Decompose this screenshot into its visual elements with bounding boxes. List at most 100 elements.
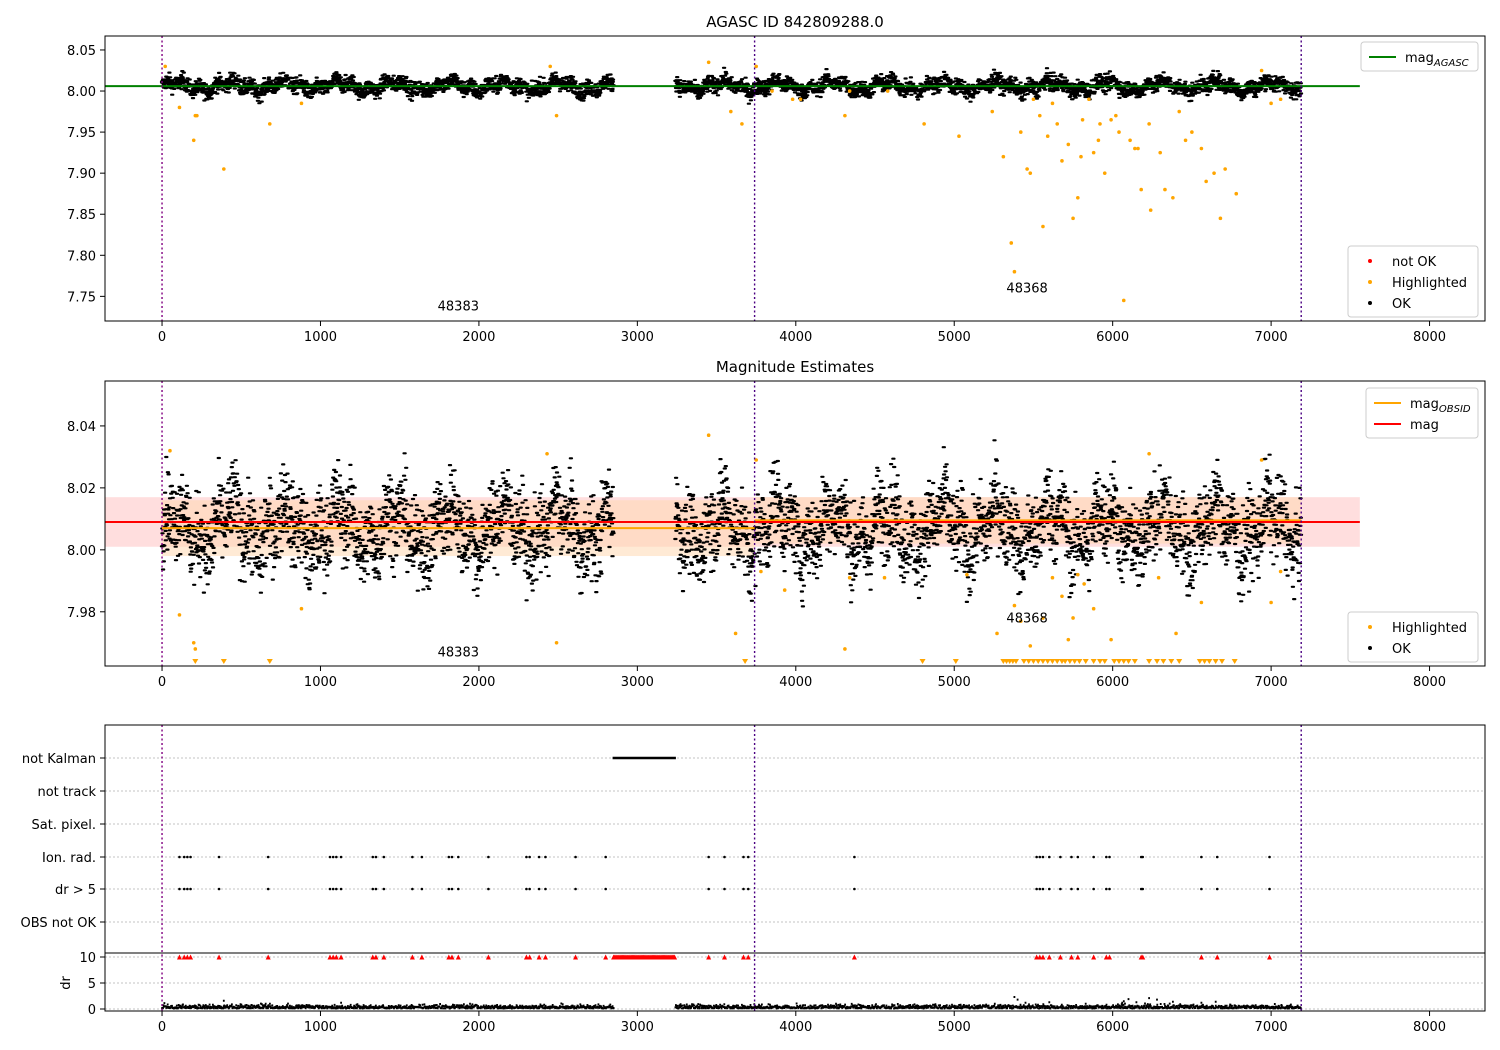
clipped-highlighted-marker — [742, 659, 749, 664]
highlighted-point — [177, 613, 182, 617]
highlighted-point — [995, 631, 999, 636]
dr-gt-5-point — [1070, 887, 1073, 891]
legend-entry-label: mag — [1410, 418, 1439, 433]
ion-rad-point — [1038, 855, 1042, 859]
panel-flags-and-dr: not Kalman not track Sat. pixel. Ion. rad. d… — [21, 724, 1486, 1035]
flag-row-label: dr > 5 — [55, 883, 96, 898]
panel-1-plot-area: 48383 48368 — [105, 36, 1360, 321]
dr-gt-5-point — [1059, 887, 1062, 891]
dr-gt-5-point — [374, 887, 378, 891]
ion-rad-point — [528, 855, 531, 859]
ion-rad-point — [371, 855, 375, 859]
clipped-highlighted-marker — [192, 659, 199, 664]
clipped-highlighted-marker — [952, 659, 959, 664]
dr-clipped-marker — [333, 954, 339, 960]
ion-rad-point — [1105, 855, 1108, 859]
highlighted-point — [990, 109, 995, 114]
highlighted-point — [1018, 130, 1023, 134]
dr-gt-5-point — [1108, 887, 1111, 891]
panel-2-legend-points: Highlighted OK — [1347, 611, 1479, 663]
dr-gt-5-point — [411, 887, 414, 891]
highlighted-point — [1234, 191, 1239, 196]
dr-clipped-marker — [672, 954, 678, 960]
ion-rad-point — [525, 855, 528, 859]
highlighted-point — [1121, 298, 1126, 303]
x-tick-label: 8000 — [1413, 1020, 1446, 1035]
highlighted-point — [729, 109, 733, 114]
highlighted-point — [1071, 616, 1075, 620]
highlighted-point — [554, 640, 559, 645]
y-tick-label: 7.80 — [67, 249, 96, 264]
dr-clipped-marker — [527, 954, 533, 960]
ion-rad-point — [707, 855, 710, 859]
x-tick-label: 7000 — [1255, 675, 1288, 690]
dr-clipped-marker — [745, 954, 751, 960]
obsid-label: 48368 — [1006, 612, 1047, 627]
ion-rad-point — [723, 855, 726, 859]
highlighted-point — [1109, 117, 1113, 122]
dr-clipped-marker — [188, 954, 194, 960]
dr-clipped-marker — [1046, 954, 1052, 960]
highlighted-point — [1025, 167, 1029, 171]
legend-box — [1360, 41, 1479, 72]
legend-box — [1365, 387, 1479, 439]
legend-entry-label: Highlighted — [1392, 276, 1467, 291]
legend-entry-text: OK — [1392, 297, 1411, 312]
ion-rad-point — [331, 855, 335, 859]
highlighted-point — [885, 89, 890, 93]
y-tick-label: 8.00 — [67, 85, 96, 100]
obsid-label: 48383 — [438, 299, 479, 314]
clipped-highlighted-marker — [1020, 659, 1027, 664]
highlighted-point — [1055, 122, 1060, 126]
clipped-highlighted-marker — [1201, 659, 1208, 664]
ion-rad-point — [1041, 855, 1045, 859]
highlighted-point — [1212, 171, 1216, 175]
dr-clipped-marker — [449, 954, 455, 960]
x-tick-label: 6000 — [1096, 675, 1129, 690]
highlighted-point — [1018, 619, 1023, 623]
highlighted-point — [1066, 637, 1071, 642]
dr-clipped-marker — [1214, 954, 1220, 960]
clipped-highlighted-marker — [220, 659, 227, 664]
highlighted-point — [177, 105, 182, 110]
ion-rad-point — [186, 855, 189, 859]
ion-rad-point — [1059, 855, 1062, 859]
dr-gt-5-point — [746, 887, 750, 891]
dr-gt-5-point — [186, 887, 189, 891]
highlighted-point — [1091, 150, 1096, 155]
panel-1-frame — [104, 35, 1486, 322]
highlighted-point — [922, 122, 926, 126]
dr-clipped-marker — [370, 954, 376, 960]
x-tick-label: 0 — [158, 675, 166, 690]
highlighted-point — [1139, 187, 1143, 192]
clipped-highlighted-marker — [1071, 659, 1078, 664]
highlighted-point — [1071, 216, 1075, 221]
clipped-highlighted-marker — [1035, 659, 1042, 664]
highlighted-point — [1147, 451, 1151, 456]
highlighted-point — [1109, 637, 1113, 642]
ion-rad-point — [266, 855, 270, 859]
dr-gt-5-point — [447, 887, 451, 891]
highlighted-point — [191, 138, 196, 143]
legend-box — [1347, 611, 1479, 663]
dr-gt-5-point — [266, 887, 270, 891]
highlighted-point — [1199, 600, 1204, 605]
legend-dot-swatch — [1368, 625, 1372, 629]
ion-rad-point — [447, 855, 451, 859]
clipped-highlighted-marker — [1212, 659, 1219, 664]
highlighted-point — [1218, 216, 1223, 221]
panel-3-axes: not Kalman not track Sat. pixel. Ion. rad. d… — [21, 752, 1447, 1035]
dr-gt-5-point — [182, 887, 186, 891]
highlighted-point — [1269, 101, 1273, 106]
dr-clipped-marker — [573, 954, 579, 960]
dr-gt-5-point — [1105, 887, 1108, 891]
dr-points-series — [161, 996, 1302, 1010]
dr-gt-5-point — [339, 887, 343, 891]
dr-gt-5-point — [1076, 887, 1080, 891]
highlighted-point — [1204, 179, 1208, 184]
highlighted-point — [1199, 146, 1204, 151]
dr-gt-5-point — [487, 887, 490, 891]
clipped-highlighted-marker — [1111, 659, 1118, 664]
dr-gt-5-point — [371, 887, 375, 891]
